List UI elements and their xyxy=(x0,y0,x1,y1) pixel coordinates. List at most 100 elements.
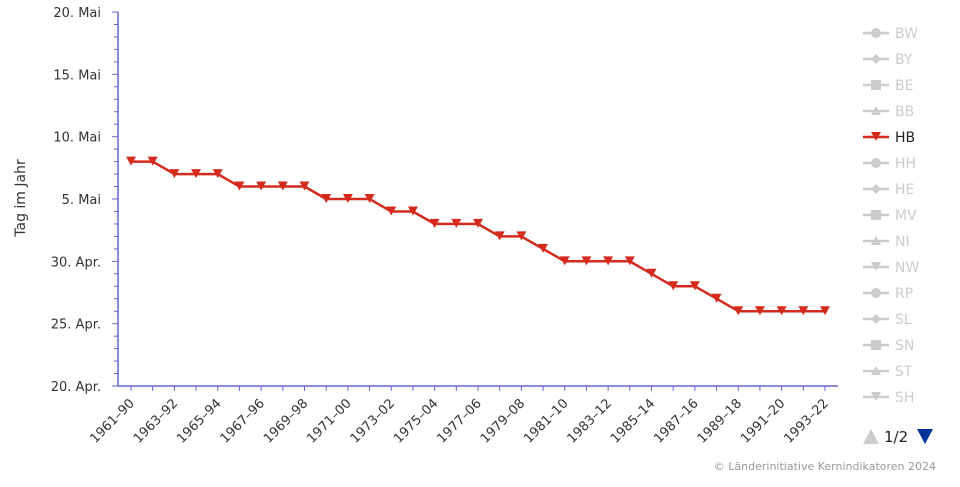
legend-item-be[interactable]: BE xyxy=(863,78,913,94)
x-tick-label: 1981–10 xyxy=(521,396,571,446)
x-tick-label: 1973–02 xyxy=(348,396,398,446)
data-point[interactable] xyxy=(689,281,700,291)
legend-marker-triangle-icon xyxy=(871,366,881,375)
data-point[interactable] xyxy=(386,206,397,216)
data-point[interactable] xyxy=(581,256,592,266)
data-point[interactable] xyxy=(212,169,223,179)
data-point[interactable] xyxy=(559,256,570,266)
x-tick-label: 1967–96 xyxy=(218,396,268,446)
data-point[interactable] xyxy=(126,156,136,166)
x-tick-label: 1971–00 xyxy=(304,396,354,446)
data-point[interactable] xyxy=(733,306,744,316)
y-tick-label: 20. Apr. xyxy=(51,380,101,395)
x-tick-label: 1963–92 xyxy=(131,396,181,446)
data-point[interactable] xyxy=(256,181,267,191)
legend-marker-triangle-down-icon xyxy=(871,392,881,401)
y-tick-label: 5. Mai xyxy=(62,193,101,208)
y-tick-label: 30. Apr. xyxy=(51,255,101,270)
legend-label: MV xyxy=(895,208,917,224)
data-point[interactable] xyxy=(798,306,809,316)
legend-label: SL xyxy=(895,312,912,328)
legend-marker-square-icon xyxy=(871,340,881,350)
legend-marker-square-icon xyxy=(871,210,881,220)
data-point[interactable] xyxy=(277,181,288,191)
legend-label: SN xyxy=(895,338,914,354)
legend-page-up-icon[interactable] xyxy=(863,429,879,444)
data-point[interactable] xyxy=(603,256,614,266)
legend-marker-square-icon xyxy=(871,80,881,90)
legend-marker-circle-icon xyxy=(871,288,881,298)
x-tick-label: 1985–14 xyxy=(608,396,658,446)
data-point[interactable] xyxy=(234,181,245,191)
x-tick-label: 1993–22 xyxy=(782,396,832,446)
legend-item-he[interactable]: HE xyxy=(863,182,914,198)
data-point[interactable] xyxy=(516,231,527,241)
legend-item-mv[interactable]: MV xyxy=(863,208,917,224)
y-tick-label: 20. Mai xyxy=(53,6,101,21)
data-point[interactable] xyxy=(646,268,657,278)
data-point[interactable] xyxy=(147,156,158,166)
series-hb xyxy=(126,156,830,316)
legend-label: HE xyxy=(895,182,914,198)
x-tick-label: 1991–20 xyxy=(738,396,788,446)
legend-label: RP xyxy=(895,286,913,302)
legend-item-hb[interactable]: HB xyxy=(863,130,915,146)
x-tick-label: 1975–04 xyxy=(391,396,441,446)
legend-label: HH xyxy=(895,156,916,172)
x-tick-label: 1961–90 xyxy=(88,396,138,446)
legend-label: SH xyxy=(895,390,914,406)
x-tick-label: 1989–18 xyxy=(695,396,745,446)
x-tick-label: 1977–06 xyxy=(435,396,485,446)
data-point[interactable] xyxy=(342,194,353,203)
data-point[interactable] xyxy=(494,231,505,241)
legend-marker-diamond-icon xyxy=(871,184,881,194)
legend-item-rp[interactable]: RP xyxy=(863,286,913,302)
legend-marker-triangle-icon xyxy=(871,106,881,115)
data-point[interactable] xyxy=(321,194,332,203)
legend-marker-triangle-down-icon xyxy=(871,132,881,141)
data-point[interactable] xyxy=(754,306,765,316)
legend-item-st[interactable]: ST xyxy=(863,364,913,380)
legend-item-sl[interactable]: SL xyxy=(863,312,912,328)
legend-item-ni[interactable]: NI xyxy=(863,234,910,250)
legend-item-sn[interactable]: SN xyxy=(863,338,914,354)
data-point[interactable] xyxy=(473,218,483,228)
legend-label: BW xyxy=(895,26,918,42)
legend-page-indicator: 1/2 xyxy=(884,428,908,446)
legend-item-hh[interactable]: HH xyxy=(863,156,916,172)
legend: BW BY BE BB HB HH HE MV NI NW RP SL SN ST SH xyxy=(863,26,919,406)
x-tick-label: 1983–12 xyxy=(565,396,615,446)
x-tick-label: 1969–98 xyxy=(261,396,311,446)
legend-item-by[interactable]: BY xyxy=(863,52,913,68)
data-point[interactable] xyxy=(169,169,180,179)
legend-marker-circle-icon xyxy=(871,158,881,168)
data-point[interactable] xyxy=(776,306,787,316)
x-tick-label: 1987–16 xyxy=(651,396,701,446)
legend-pager: 1/2 xyxy=(863,428,933,446)
data-point[interactable] xyxy=(299,181,310,191)
data-point[interactable] xyxy=(191,169,202,179)
y-tick-label: 25. Apr. xyxy=(51,318,101,333)
y-axis-title: Tag im Jahr xyxy=(13,159,29,238)
legend-item-bb[interactable]: BB xyxy=(863,104,914,120)
x-axis: 1961–901963–921965–941967–961969–981971–… xyxy=(88,385,838,447)
legend-label: NW xyxy=(895,260,919,276)
data-point[interactable] xyxy=(451,218,462,228)
data-point[interactable] xyxy=(364,194,375,203)
x-tick-label: 1979–08 xyxy=(478,396,528,446)
y-tick-label: 10. Mai xyxy=(53,131,101,146)
data-point[interactable] xyxy=(429,218,440,228)
data-point[interactable] xyxy=(624,256,635,266)
data-point[interactable] xyxy=(407,206,418,216)
data-point[interactable] xyxy=(538,243,549,253)
legend-item-sh[interactable]: SH xyxy=(863,390,914,406)
data-point[interactable] xyxy=(668,281,679,291)
legend-page-down-icon[interactable] xyxy=(917,429,933,444)
data-point[interactable] xyxy=(711,293,722,303)
data-point[interactable] xyxy=(820,306,830,316)
legend-item-nw[interactable]: NW xyxy=(863,260,919,276)
legend-label: NI xyxy=(895,234,910,250)
legend-item-bw[interactable]: BW xyxy=(863,26,918,42)
credit-text[interactable]: © Länderinitiative Kernindikatoren 2024 xyxy=(714,460,936,473)
legend-label: BB xyxy=(895,104,914,120)
